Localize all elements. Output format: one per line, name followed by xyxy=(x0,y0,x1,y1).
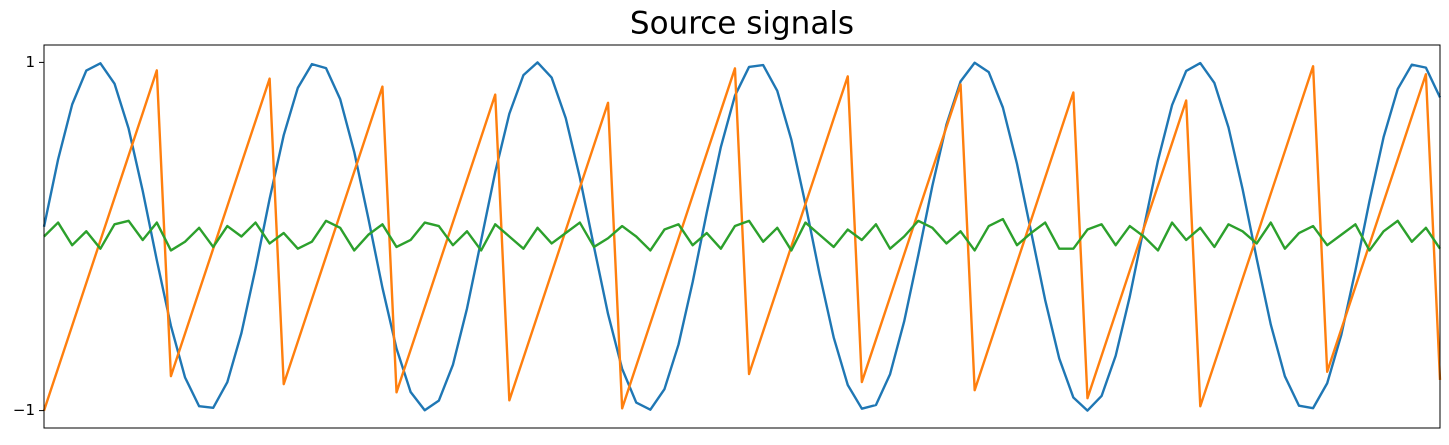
plot-area xyxy=(42,61,1442,412)
y-tick-label: 1 xyxy=(25,53,35,71)
series-line xyxy=(42,65,1442,411)
series-line xyxy=(42,61,1442,412)
series-line xyxy=(43,217,1441,252)
chart-title: Source signals xyxy=(630,6,854,42)
y-tick-label: −1 xyxy=(13,401,35,419)
axes-frame xyxy=(43,44,1441,429)
